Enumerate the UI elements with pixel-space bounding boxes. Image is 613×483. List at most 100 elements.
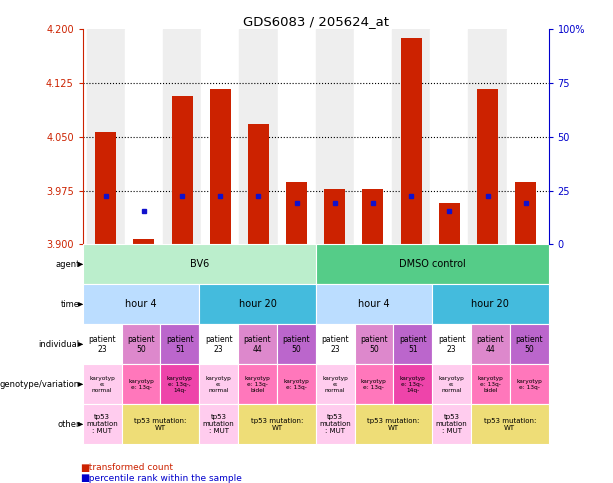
Text: hour 4: hour 4 [358, 299, 390, 310]
Text: hour 4: hour 4 [125, 299, 157, 310]
Bar [324, 189, 345, 244]
Text: percentile rank within the sample: percentile rank within the sample [83, 474, 242, 483]
Bar [316, 284, 432, 325]
Bar [430, 29, 468, 244]
Bar [432, 325, 471, 364]
Bar [201, 29, 239, 244]
Text: karyotyp
e: 13q-
bidel: karyotyp e: 13q- bidel [245, 376, 270, 393]
Bar [316, 364, 354, 404]
Bar [238, 364, 277, 404]
Bar [199, 325, 238, 364]
Text: agent: agent [55, 260, 80, 269]
Bar [83, 364, 121, 404]
Bar [83, 404, 121, 444]
Text: patient
51: patient 51 [166, 335, 194, 354]
Text: genotype/variation: genotype/variation [0, 380, 80, 389]
Text: DMSO control: DMSO control [399, 259, 465, 270]
Bar [199, 284, 316, 325]
Text: patient
44: patient 44 [243, 335, 272, 354]
Bar [83, 325, 121, 364]
Bar [125, 29, 163, 244]
Text: karyotyp
e: 13q-: karyotyp e: 13q- [283, 379, 309, 390]
Bar [477, 88, 498, 244]
Text: patient
23: patient 23 [321, 335, 349, 354]
Text: karyotyp
e:
normal: karyotyp e: normal [206, 376, 232, 393]
Text: tp53
mutation
: MUT: tp53 mutation : MUT [436, 414, 468, 434]
Text: patient
50: patient 50 [360, 335, 388, 354]
Bar [510, 364, 549, 404]
Bar [286, 182, 307, 244]
Bar [401, 38, 422, 244]
Bar [354, 325, 394, 364]
Bar [121, 364, 161, 404]
Bar [354, 364, 394, 404]
Text: patient
23: patient 23 [205, 335, 232, 354]
Bar [83, 244, 316, 284]
Text: tp53
mutation
: MUT: tp53 mutation : MUT [203, 414, 235, 434]
Text: BV6: BV6 [189, 259, 209, 270]
Bar [471, 364, 510, 404]
Text: tp53
mutation
: MUT: tp53 mutation : MUT [86, 414, 118, 434]
Text: transformed count: transformed count [83, 463, 173, 472]
Bar [248, 125, 269, 244]
Bar [163, 29, 201, 244]
Bar [515, 182, 536, 244]
Bar [278, 29, 316, 244]
Bar [354, 404, 432, 444]
Bar [161, 364, 199, 404]
Bar [172, 96, 192, 244]
Text: tp53 mutation:
WT: tp53 mutation: WT [367, 418, 419, 431]
Bar [394, 364, 432, 404]
Bar [238, 325, 277, 364]
Bar [468, 29, 506, 244]
Bar [316, 244, 549, 284]
Bar [471, 404, 549, 444]
Text: patient
44: patient 44 [476, 335, 504, 354]
Text: karyotyp
e:
normal: karyotyp e: normal [439, 376, 465, 393]
Text: time: time [61, 300, 80, 309]
Bar [210, 88, 230, 244]
Text: hour 20: hour 20 [471, 299, 509, 310]
Bar [394, 325, 432, 364]
Text: individual: individual [39, 340, 80, 349]
Bar [199, 404, 238, 444]
Bar [239, 29, 278, 244]
Text: tp53 mutation:
WT: tp53 mutation: WT [251, 418, 303, 431]
Text: karyotyp
e:
normal: karyotyp e: normal [89, 376, 115, 393]
Text: patient
50: patient 50 [127, 335, 155, 354]
Text: tp53 mutation:
WT: tp53 mutation: WT [134, 418, 186, 431]
Bar [161, 325, 199, 364]
Bar [316, 404, 354, 444]
Title: GDS6083 / 205624_at: GDS6083 / 205624_at [243, 15, 389, 28]
Bar [432, 284, 549, 325]
Bar [432, 364, 471, 404]
Bar [316, 29, 354, 244]
Bar [277, 325, 316, 364]
Bar [199, 364, 238, 404]
Text: tp53 mutation:
WT: tp53 mutation: WT [484, 418, 536, 431]
Text: patient
23: patient 23 [438, 335, 465, 354]
Text: karyotyp
e:
normal: karyotyp e: normal [322, 376, 348, 393]
Text: karyotyp
e: 13q-,
14q-: karyotyp e: 13q-, 14q- [167, 376, 192, 393]
Bar [238, 404, 316, 444]
Bar [362, 189, 384, 244]
Bar [86, 29, 125, 244]
Bar [121, 325, 161, 364]
Text: ■: ■ [80, 463, 89, 472]
Bar [316, 325, 354, 364]
Text: patient
50: patient 50 [283, 335, 310, 354]
Text: patient
51: patient 51 [399, 335, 427, 354]
Bar [83, 284, 199, 325]
Bar [95, 132, 116, 244]
Text: karyotyp
e: 13q-
bidel: karyotyp e: 13q- bidel [478, 376, 503, 393]
Bar [354, 29, 392, 244]
Bar [510, 325, 549, 364]
Text: karyotyp
e: 13q-: karyotyp e: 13q- [128, 379, 154, 390]
Text: ■: ■ [80, 473, 89, 483]
Text: karyotyp
e: 13q-: karyotyp e: 13q- [516, 379, 542, 390]
Text: other: other [57, 420, 80, 429]
Text: karyotyp
e: 13q-: karyotyp e: 13q- [361, 379, 387, 390]
Bar [277, 364, 316, 404]
Bar [134, 240, 154, 244]
Bar [506, 29, 545, 244]
